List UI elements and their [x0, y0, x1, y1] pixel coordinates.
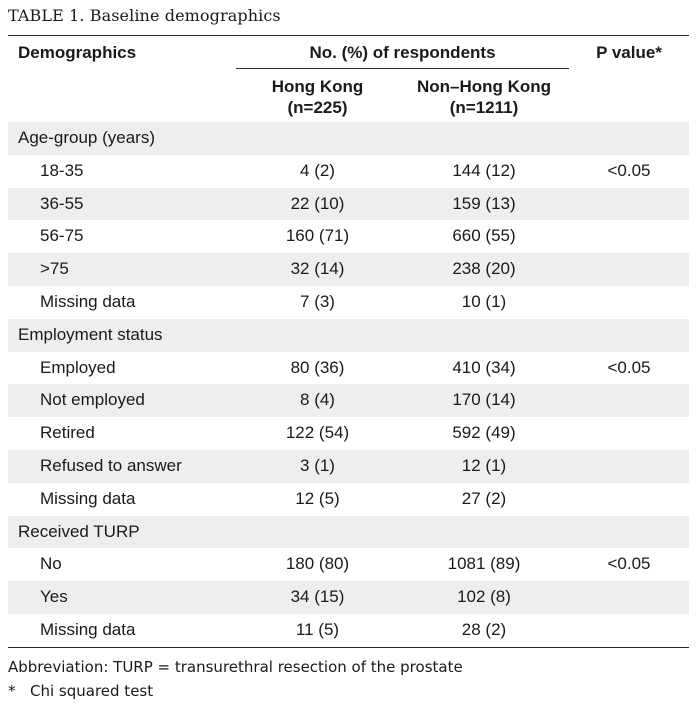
section-row: Age-group (years) [8, 122, 689, 155]
table-row: Yes 34 (15) 102 (8) [8, 581, 689, 614]
table-row: Employed 80 (36) 410 (34) <0.05 [8, 352, 689, 385]
cell-non-hong-kong: 660 (55) [452, 226, 516, 246]
cell-hong-kong: 180 (80) [285, 554, 350, 574]
row-label: Retired [40, 423, 95, 443]
row-label: Missing data [40, 619, 136, 639]
cell-non-hong-kong: 12 (1) [461, 455, 507, 475]
header-non-hong-kong-label: Non–Hong Kong [416, 77, 552, 96]
cell-p-value: <0.05 [607, 160, 651, 180]
header-group-rule [236, 68, 569, 69]
cell-hong-kong: 7 (3) [300, 291, 335, 311]
cell-non-hong-kong: 144 (12) [452, 160, 516, 180]
cell-non-hong-kong: 592 (49) [452, 423, 516, 443]
row-label: Employed [40, 357, 116, 377]
cell-hong-kong: 11 (5) [295, 619, 340, 639]
cell-non-hong-kong: 238 (20) [452, 259, 516, 279]
row-label: Yes [40, 587, 68, 607]
cell-hong-kong: 122 (54) [285, 423, 350, 443]
table-row: Missing data 12 (5) 27 (2) [8, 483, 689, 516]
table-body: Age-group (years) 18-35 4 (2) 144 (12) <0.05… [8, 122, 689, 647]
cell-hong-kong: 160 (71) [285, 226, 350, 246]
table-row: 18-35 4 (2) 144 (12) <0.05 [8, 155, 689, 188]
header-respondents-group: No. (%) of respondents [309, 43, 496, 62]
row-label: No [40, 554, 62, 574]
row-label: Missing data [40, 291, 136, 311]
table-row: No 180 (80) 1081 (89) <0.05 [8, 548, 689, 581]
header-hong-kong-label: Hong Kong [271, 77, 364, 96]
cell-hong-kong: 80 (36) [290, 357, 345, 377]
header-p-value: P value* [596, 43, 662, 62]
row-label: Employment status [18, 324, 163, 344]
row-label: Refused to answer [40, 455, 182, 475]
table-row: Retired 122 (54) 592 (49) [8, 417, 689, 450]
table-row: Missing data 7 (3) 10 (1) [8, 286, 689, 319]
footnote-chi-text: Chi squared test [30, 682, 154, 700]
cell-non-hong-kong: 28 (2) [461, 619, 507, 639]
cell-non-hong-kong: 170 (14) [452, 390, 516, 410]
row-label: 18-35 [40, 160, 84, 180]
cell-hong-kong: 4 (2) [300, 160, 335, 180]
table-bottom-rule [8, 647, 689, 648]
row-label: Age-group (years) [18, 128, 156, 147]
header-hong-kong: Hong Kong (n=225) [236, 76, 399, 118]
cell-non-hong-kong: 102 (8) [457, 587, 511, 607]
header-non-hong-kong-n: (n=1211) [449, 98, 519, 117]
section-row: Received TURP [8, 515, 689, 549]
cell-hong-kong: 32 (14) [290, 259, 345, 279]
table-row: Refused to answer 3 (1) 12 (1) [8, 449, 689, 483]
cell-hong-kong: 22 (10) [290, 193, 345, 213]
row-label: >75 [40, 259, 69, 279]
row-label: Received TURP [18, 521, 140, 541]
cell-hong-kong: 3 (1) [300, 455, 335, 475]
table-row: 36-55 22 (10) 159 (13) [8, 187, 689, 221]
table-row: 56-75 160 (71) 660 (55) [8, 220, 689, 253]
table-top-rule [8, 35, 689, 36]
section-row: Employment status [8, 318, 689, 352]
cell-hong-kong: 12 (5) [295, 488, 340, 508]
cell-non-hong-kong: 10 (1) [461, 291, 507, 311]
header-non-hong-kong: Non–Hong Kong (n=1211) [399, 76, 569, 118]
cell-non-hong-kong: 410 (34) [452, 357, 516, 377]
table-caption: TABLE 1. Baseline demographics [8, 6, 281, 25]
table-row: >75 32 (14) 238 (20) [8, 253, 689, 286]
cell-hong-kong: 34 (15) [290, 587, 345, 607]
row-label: Not employed [40, 390, 145, 410]
table-row: Not employed 8 (4) 170 (14) [8, 384, 689, 418]
row-label: 56-75 [40, 226, 84, 246]
cell-p-value: <0.05 [607, 554, 651, 574]
table-row: Missing data 11 (5) 28 (2) [8, 614, 689, 647]
cell-non-hong-kong: 1081 (89) [447, 554, 521, 574]
header-hong-kong-n: (n=225) [287, 98, 348, 117]
cell-p-value: <0.05 [607, 357, 651, 377]
cell-non-hong-kong: 159 (13) [452, 193, 516, 213]
cell-non-hong-kong: 27 (2) [461, 488, 507, 508]
row-label: 36-55 [40, 193, 84, 213]
footnote-chi-squared: * Chi squared test [8, 682, 153, 700]
header-demographics: Demographics [18, 43, 137, 62]
row-label: Missing data [40, 488, 136, 508]
footnote-abbreviation: Abbreviation: TURP = transurethral resec… [8, 658, 463, 676]
footnote-asterisk: * [8, 682, 16, 700]
cell-hong-kong: 8 (4) [300, 390, 335, 410]
